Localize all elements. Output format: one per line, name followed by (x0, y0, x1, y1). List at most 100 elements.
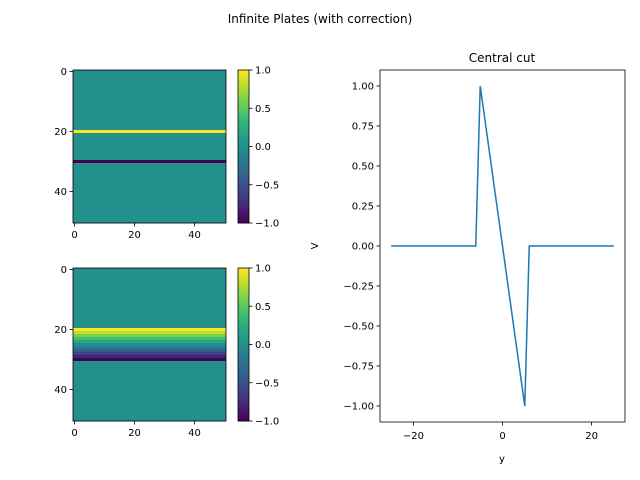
heatmap-bottom: 0 20 40 0 20 40 (54, 265, 227, 439)
heatmap-band (73, 70, 226, 131)
colorbar-step (238, 293, 249, 297)
colorbar-tick-label: 0.0 (255, 340, 271, 351)
colorbar-step (238, 387, 249, 391)
colorbar-step (238, 410, 249, 414)
heatmap-top: 0 20 40 0 20 40 (54, 67, 227, 241)
colorbar-step (238, 194, 249, 198)
colorbar-step (238, 334, 249, 338)
colorbar-step (238, 290, 249, 294)
colorbar-step (238, 182, 249, 186)
colorbar-step (238, 215, 249, 219)
heatmap-band (73, 337, 226, 341)
colorbar-tick-label: 1.0 (255, 66, 271, 77)
colorbar-step (238, 149, 249, 152)
colorbar-step (238, 316, 249, 320)
colorbar-step (238, 349, 249, 353)
colorbar-step (238, 372, 249, 376)
colorbar-step (238, 133, 249, 137)
colorbar-tick-label: −0.5 (255, 180, 279, 191)
y-tick-label: 0.75 (352, 122, 374, 133)
colorbar-step (238, 85, 249, 89)
colorbar-step (238, 418, 249, 422)
colorbar-step (238, 285, 249, 289)
line-chart-y-label: V (310, 242, 321, 249)
colorbar-step (238, 87, 249, 91)
colorbar-step (238, 110, 249, 114)
colorbar-step (238, 339, 249, 343)
colorbar-step (238, 415, 249, 419)
colorbar-tick-label: 0.0 (255, 142, 271, 153)
colorbar-step (238, 326, 249, 330)
colorbar-step (238, 413, 249, 417)
colorbar-step (238, 192, 249, 196)
x-tick-label: 20 (585, 431, 598, 442)
x-tick-label: 20 (128, 428, 141, 439)
colorbar-step (238, 72, 249, 76)
colorbar-step (238, 352, 249, 356)
colorbar-step (238, 283, 249, 287)
colorbar-step (238, 336, 249, 340)
colorbar-step (238, 172, 249, 175)
colorbar-step (238, 179, 249, 183)
colorbar-step (238, 154, 249, 158)
colorbar-step (238, 324, 249, 328)
x-tick-label: 20 (128, 230, 141, 241)
colorbar-step (238, 357, 249, 361)
colorbar-step (238, 370, 249, 373)
colorbar-step (238, 189, 249, 193)
colorbar-step (238, 364, 249, 368)
colorbar-step (238, 80, 249, 84)
colorbar-step (238, 161, 249, 165)
colorbar-step (238, 95, 249, 99)
colorbar-step (238, 380, 249, 384)
colorbar-tick-label: 1.0 (255, 264, 271, 275)
line-chart-x-label: y (499, 454, 505, 465)
colorbar-step (238, 308, 249, 312)
colorbar-step (238, 303, 249, 307)
colorbar-step (238, 98, 249, 101)
y-tick-label: 0.50 (352, 162, 374, 173)
colorbar-step (238, 210, 249, 214)
colorbar-top: 1.0 0.5 0.0 −0.5 −1.0 (237, 66, 279, 230)
colorbar-step (238, 385, 249, 389)
x-tick-label: −20 (403, 431, 424, 442)
colorbar-step (238, 275, 249, 279)
line-chart-y-ticks: 1.00 0.75 0.50 0.25 0.00 −0.25 −0.50 −0.75 −1.00 (343, 82, 380, 413)
y-tick-label: 40 (54, 187, 67, 198)
heatmap-top-cells (73, 70, 226, 224)
line-chart-series (391, 85, 614, 407)
colorbar-step (238, 296, 249, 299)
heatmap-band (73, 163, 226, 224)
colorbar-step (238, 220, 249, 224)
colorbar-step (238, 212, 249, 216)
colorbar-step (238, 121, 249, 124)
heatmap-band (73, 268, 226, 329)
colorbar-step (238, 174, 249, 178)
heatmap-band (73, 160, 226, 164)
colorbar-step (238, 197, 249, 201)
colorbar-step (238, 321, 249, 325)
y-tick-label: −0.75 (343, 362, 374, 373)
colorbar-step (238, 217, 249, 221)
colorbar-step (238, 143, 249, 147)
colorbar-step (238, 313, 249, 317)
colorbar-step (238, 400, 249, 404)
colorbar-step (238, 159, 249, 163)
colorbar-step (238, 270, 249, 274)
colorbar-step (238, 311, 249, 315)
y-tick-label: 0.00 (352, 242, 374, 253)
colorbar-step (238, 75, 249, 79)
colorbar-step (238, 82, 249, 86)
y-tick-label: 1.00 (352, 82, 374, 93)
colorbar-step (238, 187, 249, 191)
colorbar-step (238, 362, 249, 366)
colorbar-step (238, 166, 249, 170)
colorbar-step (238, 347, 249, 350)
colorbar-tick-label: 0.5 (255, 104, 271, 115)
x-tick-label: 0 (499, 431, 505, 442)
colorbar-step (238, 131, 249, 135)
heatmap-band (73, 352, 226, 356)
colorbar-step (238, 146, 249, 150)
colorbar-bottom: 1.0 0.5 0.0 −0.5 −1.0 (237, 264, 279, 428)
